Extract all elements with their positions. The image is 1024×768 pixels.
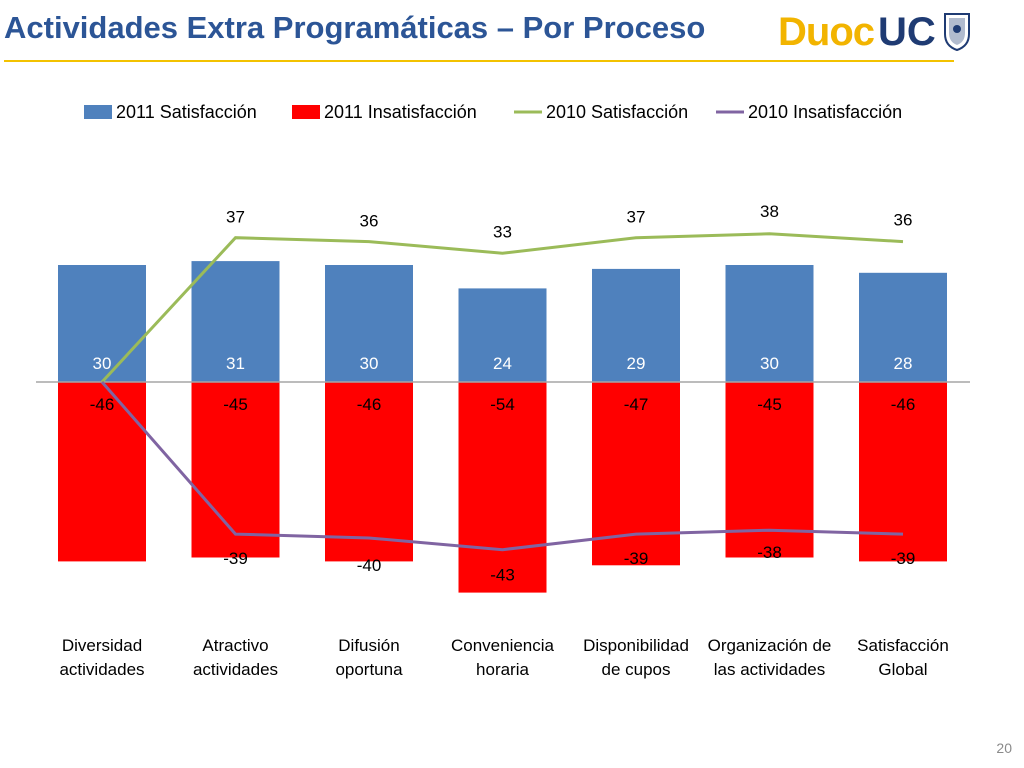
line-satisfaccion-2010 xyxy=(100,232,904,384)
bar-insatisfaccion-2011-5 xyxy=(725,382,814,558)
bar-insatisfaccion-2011-6 xyxy=(859,382,947,562)
label-insatisfaccion-2011-0: -46 xyxy=(90,395,115,414)
legend-label-0: 2011 Satisfacción xyxy=(116,102,257,122)
label-satisfaccion-2010-6: 36 xyxy=(894,211,913,230)
label-satisfaccion-2011-6: 28 xyxy=(894,354,913,373)
category-label-3-1: horaria xyxy=(476,660,529,679)
legend-label-1: 2011 Insatisfacción xyxy=(324,102,477,122)
bar-satisfaccion-2011-5 xyxy=(725,265,814,382)
slide-title: Actividades Extra Programáticas – Por Pr… xyxy=(4,10,706,45)
legend-label-3: 2010 Insatisfacción xyxy=(748,102,902,122)
label-satisfaccion-2011-4: 29 xyxy=(627,354,646,373)
label-satisfaccion-2011-2: 30 xyxy=(360,354,379,373)
category-label-0-0: Diversidad xyxy=(62,636,142,655)
label-insatisfaccion-2011-6: -46 xyxy=(891,395,916,414)
label-insatisfaccion-2011-5: -45 xyxy=(757,395,782,414)
university-seal-icon xyxy=(943,13,970,52)
category-label-0-1: actividades xyxy=(59,660,144,679)
label-satisfaccion-2011-1: 31 xyxy=(226,354,245,373)
label-insatisfaccion-2010-6: -39 xyxy=(891,549,916,568)
bar-satisfaccion-2011-6 xyxy=(859,272,947,382)
bar-satisfaccion-2011-0 xyxy=(58,265,146,382)
bar-insatisfaccion-2011-1 xyxy=(191,382,280,558)
logo-text-uc: UC xyxy=(878,10,936,54)
label-insatisfaccion-2010-1: -39 xyxy=(223,549,248,568)
bar-satisfaccion-2011-1 xyxy=(191,261,280,382)
chart: 2011 Satisfacción 2011 Insatisfacción 2010… xyxy=(36,102,970,679)
line-insatisfaccion-2010 xyxy=(100,381,904,552)
label-satisfaccion-2011-5: 30 xyxy=(760,354,779,373)
label-insatisfaccion-2010-4: -39 xyxy=(624,549,649,568)
label-satisfaccion-2010-5: 38 xyxy=(760,202,779,221)
category-label-2-0: Difusión xyxy=(338,636,399,655)
label-satisfaccion-2010-3: 33 xyxy=(493,222,512,241)
title-underline xyxy=(4,60,954,62)
bar-satisfaccion-2011-2 xyxy=(325,265,413,382)
label-insatisfaccion-2010-5: -38 xyxy=(757,543,782,562)
label-insatisfaccion-2011-2: -46 xyxy=(357,395,382,414)
label-satisfaccion-2011-0: 30 xyxy=(93,354,112,373)
label-insatisfaccion-2011-1: -45 xyxy=(223,395,248,414)
label-satisfaccion-2010-1: 37 xyxy=(226,208,245,227)
bar-satisfaccion-2011-4 xyxy=(592,268,680,382)
legend-swatch-0 xyxy=(84,105,112,119)
label-insatisfaccion-2010-3: -43 xyxy=(490,566,515,585)
label-satisfaccion-2010-2: 36 xyxy=(360,212,379,231)
bar-insatisfaccion-2011-0 xyxy=(58,382,146,562)
label-satisfaccion-2011-3: 24 xyxy=(493,354,512,373)
bar-insatisfaccion-2011-2 xyxy=(325,382,413,562)
label-insatisfaccion-2011-4: -47 xyxy=(624,395,649,414)
category-label-5-0: Organización de xyxy=(708,636,832,655)
label-insatisfaccion-2011-3: -54 xyxy=(490,395,515,414)
label-satisfaccion-2010-4: 37 xyxy=(627,208,646,227)
category-label-4-0: Disponibilidad xyxy=(583,636,689,655)
bar-satisfaccion-2011-3 xyxy=(458,288,547,382)
category-label-4-1: de cupos xyxy=(602,660,671,679)
page-number: 20 xyxy=(996,740,1012,756)
legend-swatch-1 xyxy=(292,105,320,119)
category-label-6-1: Global xyxy=(878,660,927,679)
category-label-3-0: Conveniencia xyxy=(451,636,555,655)
logo-text-duoc: Duoc xyxy=(778,10,875,54)
category-label-1-0: Atractivo xyxy=(202,636,268,655)
category-label-5-1: las actividades xyxy=(714,660,826,679)
bar-insatisfaccion-2011-3 xyxy=(458,382,547,593)
category-label-2-1: oportuna xyxy=(335,660,403,679)
label-insatisfaccion-2010-2: -40 xyxy=(357,556,382,575)
category-label-6-0: Satisfacción xyxy=(857,636,949,655)
category-label-1-1: actividades xyxy=(193,660,278,679)
duoc-uc-logo: Duoc UC xyxy=(778,8,972,62)
legend-label-2: 2010 Satisfacción xyxy=(546,102,688,122)
